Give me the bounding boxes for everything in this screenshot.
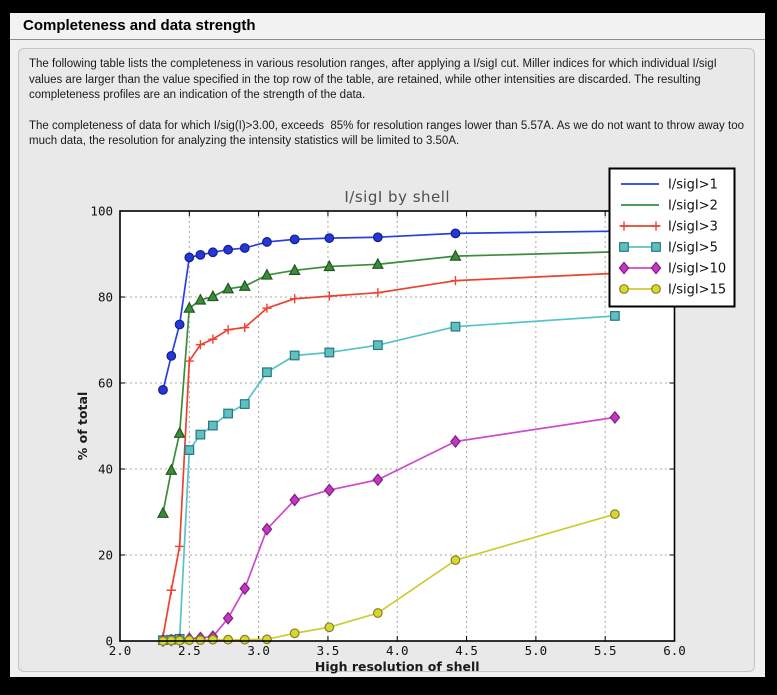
completeness-figure: 2.0 2.5 3.0 3.5 4.0 4.5 5.0 5.5 6.0 0 20 40 60 80 100 I… <box>0 150 777 690</box>
legend-item: I/sigI>5 <box>619 241 718 256</box>
series-i-sigi-1 <box>158 226 620 395</box>
legend-label: I/sigI>1 <box>668 178 718 193</box>
gridlines <box>120 211 675 641</box>
intro-paragraph-2: The completeness of data for which I/sig… <box>29 119 748 148</box>
legend-item: I/sigI>15 <box>619 283 726 298</box>
x-tick-label: 2.5 <box>178 643 201 658</box>
y-tick-label: 0 <box>105 634 113 649</box>
y-tick-label: 80 <box>98 290 113 305</box>
x-tick-label: 4.0 <box>386 643 409 658</box>
chart-svg: 2.0 2.5 3.0 3.5 4.0 4.5 5.0 5.5 6.0 0 20 40 60 80 100 I… <box>75 167 736 674</box>
legend-item: I/sigI>10 <box>618 261 726 277</box>
x-tick-label: 6.0 <box>663 643 686 658</box>
y-tick-label: 20 <box>98 548 113 563</box>
x-tick-label: 2.0 <box>109 643 132 658</box>
y-tick-label: 100 <box>90 204 113 219</box>
legend-label: I/sigI>5 <box>668 241 718 256</box>
legend: I/sigI>1 I/sigI>2 I/sigI>3 I/sigI>5 I/sigI>1… <box>608 167 736 308</box>
y-axis-label: % of total <box>75 392 90 461</box>
y-tick-label: 40 <box>98 462 113 477</box>
x-tick-label: 3.0 <box>247 643 270 658</box>
chart-title: I/sigI by shell <box>344 188 450 206</box>
legend-label: I/sigI>3 <box>668 220 718 235</box>
x-tick-label: 5.0 <box>525 643 548 658</box>
x-axis-label: High resolution of shell <box>315 659 480 674</box>
x-tick-label: 5.5 <box>594 643 617 658</box>
legend-item: I/sigI>1 <box>621 178 718 193</box>
legend-item: I/sigI>2 <box>621 199 718 214</box>
series-i-sigi-2 <box>156 245 621 518</box>
x-tick-label: 4.5 <box>455 643 478 658</box>
x-tick-label: 3.5 <box>317 643 340 658</box>
intro-paragraph-1: The following table lists the completene… <box>29 58 720 101</box>
legend-label: I/sigI>10 <box>668 262 726 277</box>
legend-item: I/sigI>3 <box>619 220 718 235</box>
legend-label: I/sigI>15 <box>668 283 726 298</box>
legend-label: I/sigI>2 <box>668 199 718 214</box>
y-tick-label: 60 <box>98 376 113 391</box>
plot-frame <box>119 210 676 642</box>
page-title: Completeness and data strength <box>10 13 765 40</box>
